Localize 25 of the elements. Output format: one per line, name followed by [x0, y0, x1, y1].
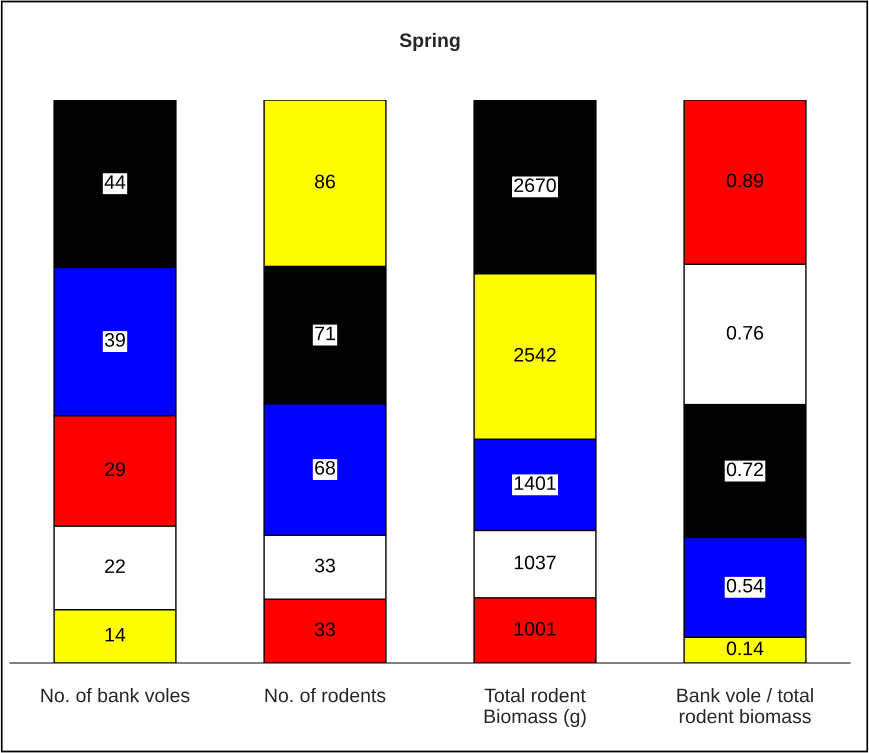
data-label: 86 [315, 174, 335, 188]
data-label: 2670 [514, 178, 556, 192]
data-label: 0.89 [726, 174, 763, 188]
x-tick-label: Total rodent Biomass (g) [484, 688, 586, 728]
data-label: 22 [105, 559, 125, 573]
text: Spring [400, 32, 460, 52]
data-label: 71 [315, 326, 335, 340]
data-label: 0.54 [726, 578, 764, 593]
x-tick-label: No. of bank voles [41, 688, 190, 702]
data-label: 68 [315, 460, 335, 475]
data-label: 33 [314, 622, 335, 636]
data-label: 29 [105, 462, 125, 476]
data-label: 33 [314, 558, 335, 572]
data-label: 0.14 [726, 642, 764, 656]
data-label: 1401 [514, 476, 556, 490]
data-label: 0.72 [726, 462, 763, 476]
data-label: 14 [106, 628, 126, 642]
data-label: 44 [104, 175, 126, 189]
data-label: 0.76 [726, 326, 764, 340]
x-tick-label: Bank vole / total rodent biomass [677, 688, 813, 724]
data-label: 39 [104, 333, 125, 347]
x-tick-label: No. of rodents [266, 688, 386, 702]
data-label: 2542 [514, 348, 556, 362]
data-label: 1001 [514, 622, 556, 636]
data-label: 1037 [514, 556, 556, 570]
